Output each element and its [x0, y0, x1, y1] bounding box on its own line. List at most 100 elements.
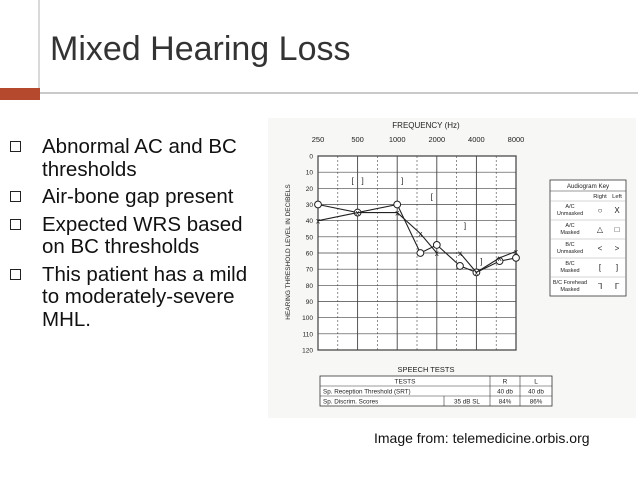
legend-symbol-left: >: [615, 244, 620, 253]
legend-row-label: A/C: [565, 204, 574, 210]
legend-symbol-left: ᒥ: [615, 282, 620, 291]
legend-row-label: A/C: [565, 223, 574, 229]
bullet-box-icon: [10, 141, 21, 152]
data-point-circle: [416, 249, 425, 257]
speech-value-left: 86%: [530, 399, 543, 406]
bullet-box-icon: [10, 191, 21, 202]
legend-symbol-left: □: [615, 225, 620, 234]
y-tick-label: 20: [306, 186, 314, 193]
x-tick-label: 2000: [428, 135, 445, 144]
data-point-x: x: [435, 249, 439, 258]
series-line: [317, 212, 517, 274]
bullet-item: This patient has a mild to moderately-se…: [10, 262, 260, 332]
speech-tests-title: SPEECH TESTS: [398, 365, 455, 374]
x-tick-labels: 250 500 1000 2000 4000 8000: [312, 135, 525, 144]
speech-test-extra: 35 dB SL: [454, 399, 480, 406]
speech-header: TESTS: [395, 379, 417, 386]
x-tick-label: 250: [312, 135, 325, 144]
data-point-x: x: [356, 209, 360, 218]
slide-title: Mixed Hearing Loss: [50, 30, 351, 68]
left-rule: [38, 0, 40, 92]
bullet-list: Abnormal AC and BC thresholds Air-bone g…: [10, 135, 260, 336]
bullet-text: This patient has a mild to moderately-se…: [42, 262, 248, 331]
bc-marker: ]: [401, 176, 403, 185]
legend-symbol-left: ]: [616, 263, 618, 272]
speech-value-left: 40 db: [528, 389, 544, 396]
y-tick-label: 0: [309, 154, 313, 161]
bullet-item: Expected WRS based on BC thresholds: [10, 212, 260, 259]
legend-symbol-right: [: [599, 263, 602, 272]
bc-marker: ]: [361, 176, 363, 185]
y-tick-label: 70: [306, 267, 314, 274]
x-tick-label: 500: [351, 135, 364, 144]
bullet-text: Expected WRS based on BC thresholds: [42, 212, 243, 258]
y-tick-label: 40: [306, 218, 314, 225]
legend-title: Audiogram Key: [567, 183, 610, 190]
speech-value-right: 40 db: [497, 389, 513, 396]
legend-symbol-right: ○: [598, 206, 603, 215]
data-point-x: x: [418, 230, 422, 239]
y-tick-labels: 0 10 20 30 40 50 60 70 80 90 100 110 120: [302, 154, 313, 355]
legend-symbol-left: X: [614, 206, 620, 215]
bc-marker: [: [351, 176, 354, 185]
speech-test-name: Sp. Discrim. Scores: [323, 399, 378, 406]
legend-row-label: Unmasked: [557, 211, 583, 217]
speech-value-right: 84%: [499, 399, 512, 406]
legend-row-label: B/C: [565, 261, 574, 267]
speech-test-name: Sp. Reception Threshold (SRT): [323, 389, 411, 396]
y-tick-label: 30: [306, 202, 314, 209]
x-tick-label: 8000: [508, 135, 525, 144]
y-tick-label: 110: [303, 331, 314, 338]
y-axis-label: HEARING THRESHOLD LEVEL IN DECIBELS: [285, 184, 292, 320]
data-point-circle: [456, 262, 464, 270]
legend-frame: [549, 179, 627, 297]
data-point-x: x: [395, 209, 399, 218]
accent-line: [40, 92, 638, 94]
bullet-box-icon: [10, 268, 21, 280]
data-point-x: x: [474, 268, 478, 277]
bc-marker: [: [431, 192, 434, 201]
x-tick-label: 4000: [468, 135, 485, 144]
bc-markers: []] []]: [351, 176, 482, 266]
data-point-circle: [393, 200, 402, 209]
y-tick-label: 50: [306, 234, 314, 241]
legend-row-label: B/C Forehead: [553, 280, 587, 286]
data-point-x: x: [514, 247, 518, 256]
legend-row-label: Unmasked: [557, 249, 583, 255]
legend-row-label: Masked: [560, 268, 579, 274]
x-tick-label: 1000: [389, 135, 406, 144]
y-tick-label: 80: [306, 283, 314, 290]
data-point-circle: [314, 200, 322, 209]
legend-row-label: B/C: [565, 242, 574, 248]
bullet-text: Abnormal AC and BC thresholds: [42, 135, 237, 181]
y-tick-label: 60: [306, 251, 314, 258]
legend-row-label: Masked: [560, 230, 579, 236]
y-tick-label: 90: [306, 299, 314, 306]
bullet-box-icon: [10, 218, 21, 230]
speech-table-frame: [319, 375, 553, 407]
legend-symbol-right: <: [598, 244, 603, 253]
data-point-x: x: [458, 249, 462, 258]
series-layer: x x x x x x x x x: [314, 200, 520, 277]
bullet-text: Air-bone gap present: [42, 185, 234, 208]
bc-marker: ]: [480, 257, 482, 266]
data-point-circle: [432, 241, 441, 249]
legend-header: Right: [593, 194, 607, 200]
data-point-x: x: [498, 254, 502, 263]
audiogram-chart: FREQUENCY (Hz) HEARING THRESHOLD LEVEL I…: [268, 118, 636, 418]
bullet-item: Abnormal AC and BC thresholds: [10, 135, 260, 181]
bullet-item: Air-bone gap present: [10, 185, 260, 209]
y-tick-label: 120: [302, 348, 313, 355]
legend-symbol-right: ᒣ: [598, 282, 603, 291]
accent-bar: [0, 88, 40, 100]
speech-header: L: [534, 379, 538, 386]
speech-header: R: [503, 379, 508, 386]
legend-row-label: Masked: [560, 287, 579, 293]
image-credit: Image from: telemedicine.orbis.org: [374, 430, 590, 446]
legend-header: Left: [612, 194, 622, 200]
y-tick-label: 100: [302, 315, 313, 322]
bc-marker: ]: [464, 222, 466, 231]
speech-tests-table: SPEECH TESTS TESTS R L Sp. Reception Thresho…: [319, 365, 553, 407]
data-point-circle: [512, 253, 520, 262]
